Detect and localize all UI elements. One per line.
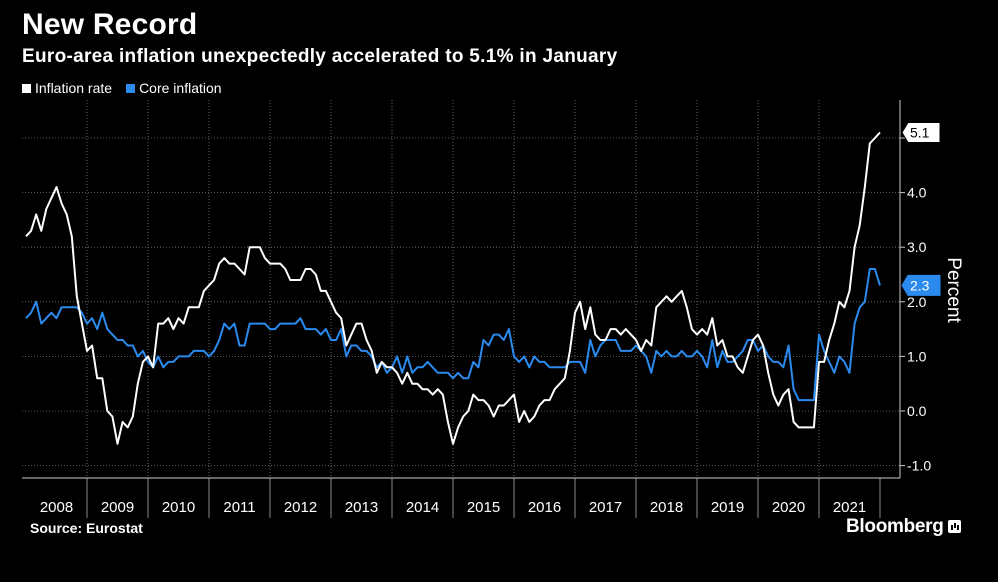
x-tick-label: 2017 — [589, 499, 622, 516]
x-tick-label: 2021 — [833, 499, 866, 516]
end-label-core-text: 2.3 — [910, 277, 930, 293]
legend-label-core: Core inflation — [139, 80, 222, 96]
x-tick-label: 2016 — [528, 499, 561, 516]
legend-label-inflation: Inflation rate — [35, 80, 113, 96]
x-tick-label: 2008 — [40, 499, 73, 516]
series-line-inflation — [25, 131, 881, 445]
y-tick-label: 3.0 — [907, 239, 927, 255]
end-label-inflation-text: 5.1 — [910, 125, 930, 141]
x-tick-label: 2013 — [345, 499, 378, 516]
y-tick-label: -1.0 — [907, 458, 931, 474]
brand-name: Bloomberg — [846, 516, 944, 537]
grid-lines — [22, 100, 900, 478]
legend: Inflation rate Core inflation — [22, 80, 222, 96]
x-tick-label: 2009 — [101, 499, 134, 516]
x-tick-label: 2019 — [711, 499, 744, 516]
x-tick-label: 2015 — [467, 499, 500, 516]
brand-logo: Bloomberg — [846, 516, 961, 538]
legend-swatch-inflation — [22, 83, 31, 93]
axis-labels: 5.04.03.02.01.00.0-1.0200820092010201120… — [40, 122, 964, 516]
y-tick-label: 1.0 — [907, 348, 927, 364]
x-tick-label: 2010 — [162, 499, 195, 516]
x-tick-label: 2020 — [772, 499, 805, 516]
end-label-inflation-box — [901, 122, 941, 144]
end-label-core-box — [901, 274, 941, 296]
axes — [22, 100, 905, 518]
y-tick-label: 0.0 — [907, 403, 927, 419]
end-label-core: 2.3 — [901, 274, 941, 296]
chart-title: New Record — [22, 8, 198, 41]
legend-item-inflation: Inflation rate — [22, 80, 112, 96]
series-line-core — [25, 268, 881, 402]
x-tick-label: 2012 — [284, 499, 317, 516]
end-label-inflation: 5.1 — [901, 122, 941, 144]
y-tick-label: 4.0 — [907, 185, 927, 201]
y-tick-label: 2.0 — [907, 294, 927, 310]
legend-swatch-core — [126, 83, 136, 93]
y-axis-label: Percent — [943, 257, 964, 323]
chart-subtitle: Euro-area inflation unexpectedly acceler… — [22, 46, 618, 67]
x-tick-label: 2011 — [223, 499, 255, 516]
bar-chart-icon — [947, 520, 961, 533]
series-lines — [25, 131, 881, 445]
legend-item-core: Core inflation — [126, 80, 222, 96]
x-tick-label: 2014 — [406, 499, 439, 516]
x-tick-label: 2018 — [650, 499, 683, 516]
source-note: Source: Eurostat — [30, 520, 143, 536]
